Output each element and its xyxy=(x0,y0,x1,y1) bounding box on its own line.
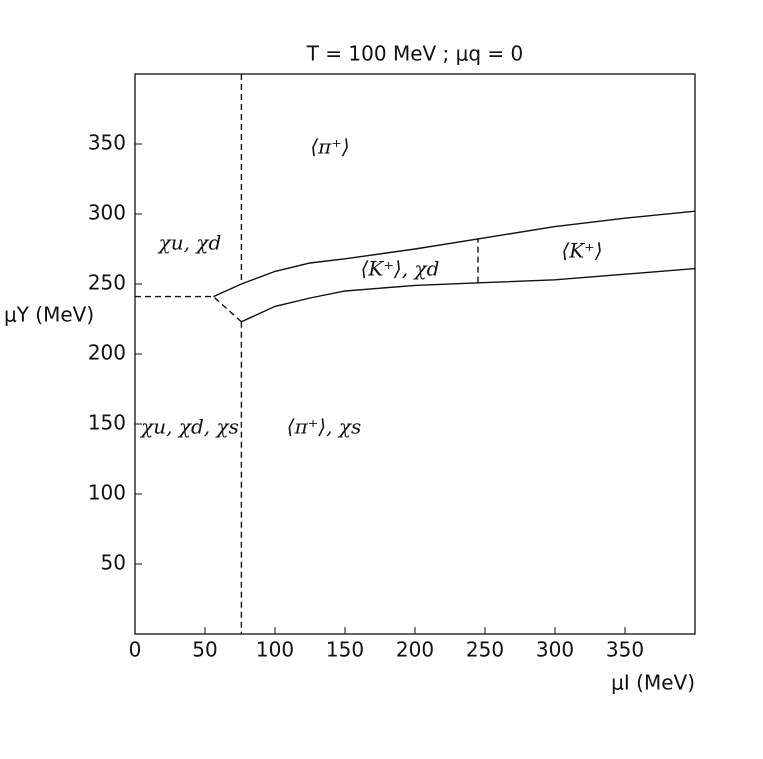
y-tick-label: 100 xyxy=(88,481,126,505)
chart-title: T = 100 MeV ; μq = 0 xyxy=(306,42,524,66)
region-label: ⟨π⁺⟩, χs xyxy=(287,415,361,439)
x-tick-label: 0 xyxy=(129,638,142,662)
x-axis-label: μI (MeV) xyxy=(611,671,695,695)
region-label: ⟨K⁺⟩ xyxy=(561,239,602,263)
x-tick-label: 250 xyxy=(466,638,504,662)
plot-frame xyxy=(134,73,696,635)
x-tick-label: 50 xyxy=(192,638,217,662)
region-label: ⟨π⁺⟩ xyxy=(310,135,349,159)
region-label: χu, χd, χs xyxy=(139,415,239,439)
y-tick-label: 50 xyxy=(101,551,126,575)
region-label: χu, χd xyxy=(157,231,222,255)
dashed-boundary xyxy=(135,295,242,323)
y-tick-label: 150 xyxy=(88,411,126,435)
y-tick-label: 300 xyxy=(88,201,126,225)
x-tick-label: 200 xyxy=(396,638,434,662)
x-tick-label: 350 xyxy=(606,638,644,662)
y-tick-label: 250 xyxy=(88,271,126,295)
phase-boundary xyxy=(241,267,696,323)
phase-boundary xyxy=(213,210,696,298)
x-tick-label: 150 xyxy=(326,638,364,662)
region-label: ⟨K⁺⟩, χd xyxy=(361,257,440,281)
y-axis-label: μY (MeV) xyxy=(4,303,94,327)
y-tick-label: 200 xyxy=(88,341,126,365)
x-tick-label: 100 xyxy=(256,638,294,662)
y-tick-label: 350 xyxy=(88,131,126,155)
x-tick-label: 300 xyxy=(536,638,574,662)
